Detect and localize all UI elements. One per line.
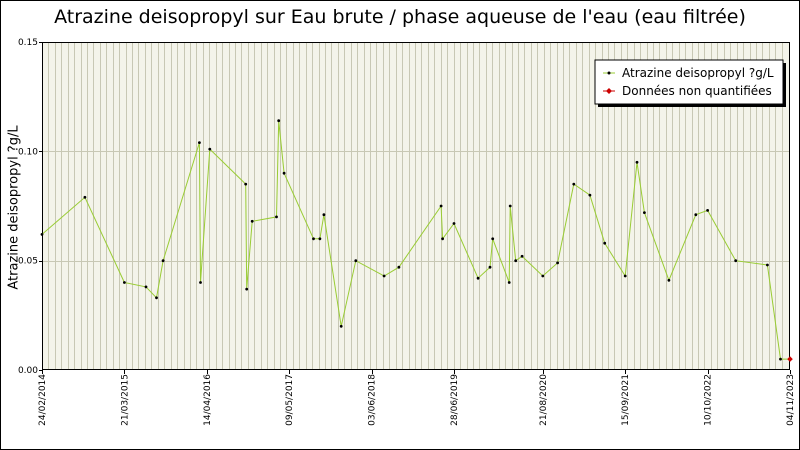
legend-entry-unquantified: Données non quantifiées: [622, 84, 772, 98]
data-point: [556, 261, 559, 265]
x-tick-label: 03/06/2018: [368, 374, 378, 426]
x-tick-label: 14/04/2016: [203, 374, 213, 426]
data-point: [734, 259, 738, 263]
x-tick-label: 28/06/2019: [450, 374, 460, 426]
y-tick-label: 0.00: [18, 366, 38, 376]
data-point: [275, 215, 278, 219]
data-point: [491, 237, 495, 241]
data-point: [779, 357, 782, 361]
legend-point-marker-unquantified: [606, 88, 612, 94]
y-tick-label: 0.05: [18, 257, 38, 267]
y-tick-label: 0.10: [18, 147, 38, 157]
axis-ticks: 0.00 0.05 0.10 0.15 24/02/2014 21/03/2015 14/0…: [18, 38, 796, 426]
x-tick-label: 24/02/2014: [38, 374, 48, 426]
x-tick-label: 21/03/2015: [120, 374, 130, 426]
data-point: [312, 237, 315, 241]
data-point: [161, 259, 165, 263]
chart-title: Atrazine deisopropyl sur Eau brute / pha…: [54, 6, 746, 28]
data-point-unquantified: [787, 356, 793, 362]
data-point: [667, 278, 671, 282]
data-point: [441, 237, 444, 241]
data-point: [354, 259, 358, 263]
y-tick-label: 0.15: [18, 38, 38, 48]
data-point: [694, 213, 698, 217]
data-point: [572, 182, 576, 186]
data-point: [623, 274, 627, 278]
legend-entry-measured: Atrazine deisopropyl ?g/L: [622, 66, 774, 80]
data-point: [588, 193, 592, 197]
data-point: [508, 204, 512, 208]
data-point: [635, 160, 639, 164]
x-tick-label: 09/05/2017: [285, 374, 295, 426]
data-point: [123, 281, 126, 284]
data-point: [706, 209, 709, 212]
data-point: [603, 241, 607, 245]
data-point: [208, 147, 212, 151]
data-point: [439, 204, 443, 208]
data-point: [199, 281, 202, 284]
legend-point-marker: [607, 71, 611, 75]
plot-border: [42, 42, 790, 370]
data-point: [488, 265, 492, 269]
data-point: [452, 222, 456, 225]
data-point: [643, 211, 646, 215]
x-tick-label: 10/10/2022: [704, 374, 714, 426]
data-point: [520, 254, 524, 258]
data-point: [277, 119, 281, 123]
data-point: [155, 296, 158, 300]
data-point: [322, 213, 326, 217]
data-point: [318, 237, 322, 241]
legend-box: [594, 59, 784, 105]
data-point: [339, 324, 343, 328]
data-point: [245, 287, 249, 291]
data-point: [250, 219, 254, 223]
data-point: [282, 171, 286, 175]
data-point: [476, 276, 480, 280]
data-point: [766, 263, 769, 267]
data-point: [397, 265, 401, 269]
data-point: [40, 233, 44, 236]
x-tick-label: 04/11/2023: [786, 374, 796, 426]
x-tick-label: 15/09/2021: [621, 374, 631, 426]
data-point: [244, 182, 248, 186]
axes: [42, 42, 790, 370]
data-point: [507, 281, 511, 284]
data-point: [198, 141, 201, 145]
data-series: [40, 119, 793, 362]
data-point: [382, 274, 386, 278]
data-point: [83, 195, 87, 199]
data-point: [541, 274, 545, 278]
data-point: [144, 285, 148, 289]
data-point: [514, 259, 518, 263]
legend: Atrazine deisopropyl ?g/L Données non qu…: [594, 59, 786, 107]
x-tick-label: 21/08/2020: [539, 374, 549, 426]
